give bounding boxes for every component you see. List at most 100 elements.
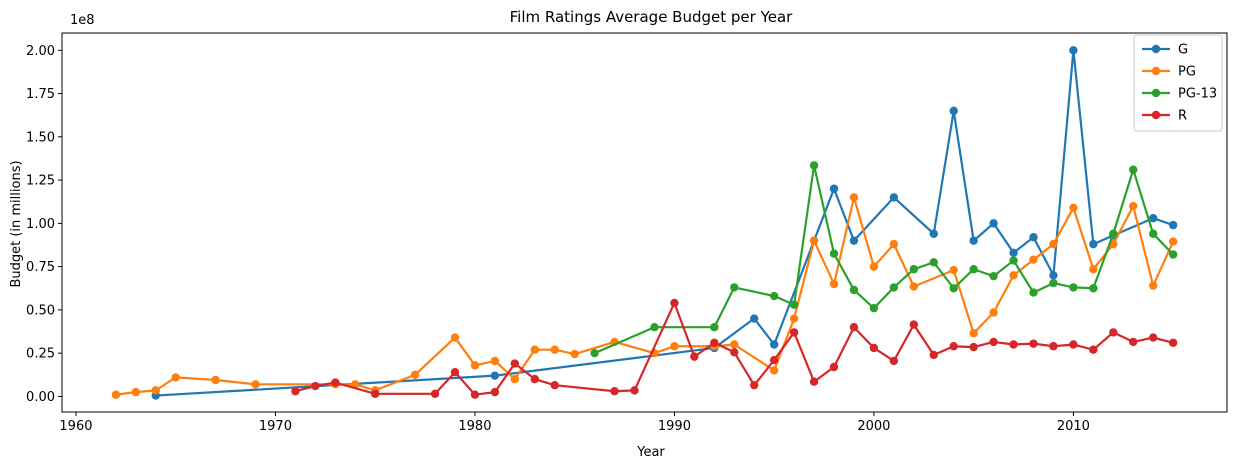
y-axis-offset-text: 1e8 — [70, 13, 95, 28]
legend-label-pg: PG — [1178, 65, 1196, 80]
data-point-pg-13 — [909, 265, 919, 274]
data-point-g — [490, 371, 500, 380]
data-point-pg-13 — [929, 258, 938, 267]
data-point-pg — [490, 356, 500, 366]
data-point-g — [929, 229, 938, 238]
data-point-r — [530, 374, 539, 384]
data-point-pg-13 — [1148, 229, 1158, 238]
data-point-r — [550, 380, 559, 390]
data-point-pg — [1089, 265, 1098, 274]
data-point-pg-13 — [1089, 284, 1098, 293]
data-point-r — [450, 367, 460, 377]
series-line-pg-13 — [593, 164, 1175, 355]
plot-area: 1960 1970 1980 1990 2000 2010 0.00 0.25 0.50 0.75… — [26, 32, 1228, 434]
legend-box — [1133, 34, 1223, 132]
data-point-g — [769, 340, 779, 349]
data-point-pg-13 — [949, 284, 958, 293]
data-point-pg — [730, 340, 739, 349]
y-tick-label: 2.00 — [26, 44, 55, 59]
chart-title: Film Ratings Average Budget per Year — [510, 8, 794, 26]
legend-marker-r — [1151, 110, 1161, 120]
data-point-r — [1168, 338, 1178, 347]
data-point-pg-13 — [730, 283, 739, 292]
data-point-pg — [969, 329, 978, 338]
data-point-r — [670, 298, 679, 308]
data-point-r — [889, 356, 899, 366]
data-point-pg-13 — [849, 285, 859, 295]
legend-label-r: R — [1178, 109, 1187, 124]
data-point-r — [1049, 342, 1058, 351]
data-point-g — [1168, 220, 1178, 230]
data-point-pg-13 — [1129, 165, 1138, 174]
data-point-r — [430, 389, 440, 399]
data-point-g — [889, 193, 899, 202]
data-point-g — [1069, 46, 1078, 55]
data-point-pg — [949, 265, 958, 275]
data-point-r — [989, 337, 998, 347]
x-tick-label: 2010 — [1057, 419, 1090, 434]
data-point-pg — [1049, 239, 1058, 249]
data-point-pg — [670, 342, 679, 351]
data-point-pg — [869, 262, 879, 271]
data-point-r — [370, 389, 380, 399]
data-point-pg — [211, 375, 220, 385]
x-axis-label: Year — [636, 445, 665, 460]
data-point-r — [1009, 340, 1018, 349]
data-point-r — [291, 387, 300, 396]
data-point-pg-13 — [1109, 229, 1118, 238]
data-point-pg — [251, 380, 260, 389]
data-point-pg-13 — [650, 323, 659, 332]
data-point-pg — [849, 193, 859, 202]
data-point-pg — [151, 386, 160, 395]
data-point-r — [1069, 340, 1078, 349]
data-point-r — [929, 350, 938, 360]
data-point-pg-13 — [869, 303, 879, 313]
data-point-r — [610, 387, 619, 396]
data-point-pg-13 — [989, 271, 998, 281]
data-point-g — [1049, 271, 1058, 280]
data-point-r — [1109, 328, 1118, 337]
data-point-pg — [1009, 271, 1018, 280]
data-point-r — [1148, 333, 1158, 342]
data-point-pg — [530, 345, 539, 354]
y-tick-label: 0.75 — [26, 260, 55, 275]
x-tick-label: 1990 — [658, 419, 691, 434]
data-point-g — [949, 106, 958, 116]
data-point-r — [849, 323, 859, 332]
data-point-pg-13 — [769, 291, 779, 301]
data-point-r — [470, 390, 480, 399]
y-tick-label: 0.25 — [26, 347, 55, 362]
data-point-pg-13 — [789, 300, 799, 309]
data-point-r — [829, 362, 839, 372]
data-point-pg — [131, 387, 141, 397]
legend: G PG PG-13 R — [1133, 34, 1223, 132]
data-point-pg — [829, 279, 839, 289]
data-point-pg — [1168, 237, 1178, 246]
data-point-pg-13 — [1049, 278, 1058, 288]
data-point-pg — [1069, 203, 1078, 212]
data-point-pg-13 — [809, 161, 819, 170]
legend-label-pg-13: PG-13 — [1178, 87, 1217, 102]
data-point-r — [690, 352, 699, 361]
data-point-r — [311, 381, 320, 391]
y-axis-label: Budget (in millions) — [9, 160, 24, 287]
data-point-pg-13 — [889, 283, 899, 292]
data-point-pg — [351, 380, 360, 389]
legend-marker-g — [1151, 44, 1161, 54]
data-point-r — [630, 386, 639, 395]
data-point-pg-13 — [969, 265, 978, 274]
y-tick-label: 1.00 — [26, 217, 55, 232]
y-tick-label: 0.50 — [26, 303, 55, 318]
y-tick-label: 1.25 — [26, 174, 55, 189]
data-point-pg — [550, 345, 559, 354]
data-point-r — [949, 342, 958, 351]
data-point-pg — [989, 308, 998, 317]
data-point-r — [490, 387, 500, 397]
data-point-pg — [410, 370, 420, 379]
x-tick-label: 1960 — [59, 419, 92, 434]
data-point-pg — [1148, 281, 1158, 290]
x-tick-label: 2000 — [857, 419, 890, 434]
data-point-pg — [470, 361, 480, 370]
